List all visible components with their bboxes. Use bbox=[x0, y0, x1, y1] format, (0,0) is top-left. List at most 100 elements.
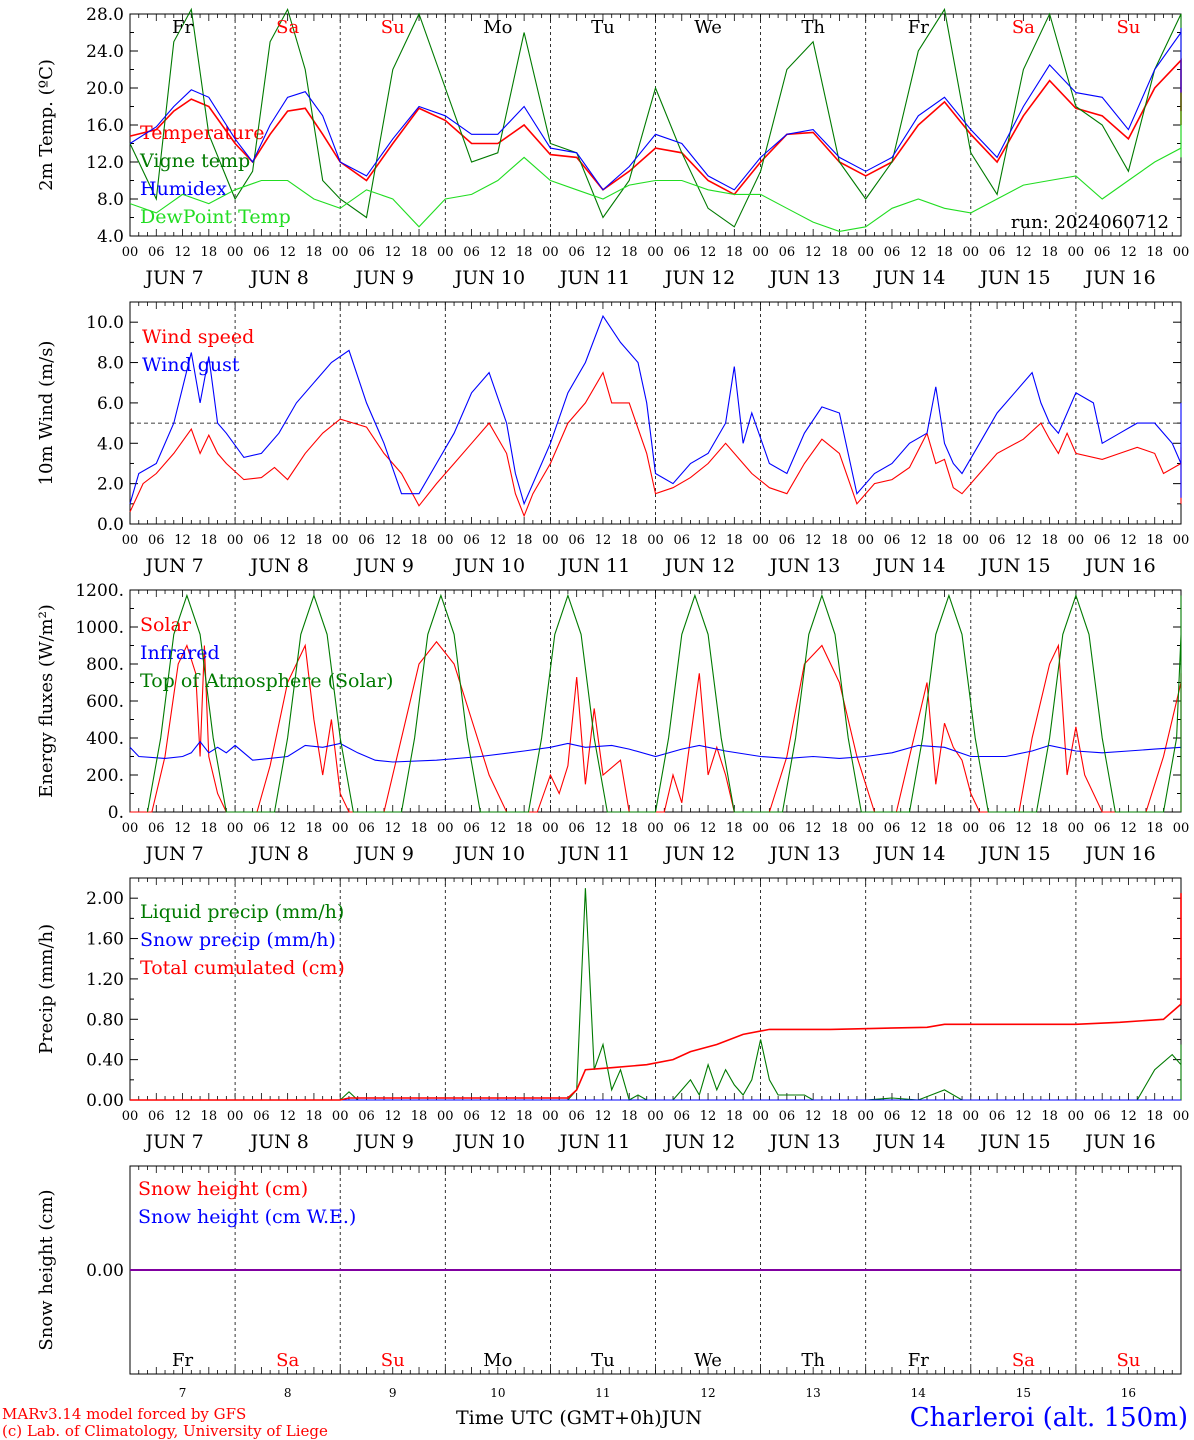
date-label: JUN 14 bbox=[873, 267, 945, 289]
date-label: JUN 10 bbox=[453, 555, 525, 577]
hour-tick-label: 00 bbox=[1068, 245, 1085, 260]
hour-tick-label: 00 bbox=[227, 821, 244, 836]
y-tick-label: 0.00 bbox=[86, 1091, 124, 1111]
panel-5: 0.00 Snow height (cm) Snow height (cm) Snow… bbox=[36, 1165, 1182, 1400]
hour-tick-label: 00 bbox=[647, 1109, 664, 1124]
x-axis-title: Time UTC (GMT+0h)JUN bbox=[456, 1407, 702, 1429]
hour-tick-label: 00 bbox=[1173, 245, 1190, 260]
hour-tick-label: 12 bbox=[1120, 533, 1137, 548]
hour-tick-label: 00 bbox=[227, 245, 244, 260]
hour-tick-label: 06 bbox=[884, 533, 901, 548]
hour-tick-label: 06 bbox=[1094, 533, 1111, 548]
panel-3: 0. 200. 400. 600. 800. 1000. 1200. Energy fluxe… bbox=[36, 581, 1189, 865]
day-number-label: 15 bbox=[1016, 1386, 1031, 1400]
hour-tick-label: 00 bbox=[227, 1109, 244, 1124]
date-label: JUN 7 bbox=[143, 555, 203, 577]
legend-entry: Total cumulated (cm) bbox=[140, 957, 345, 979]
hour-tick-label: 06 bbox=[779, 245, 796, 260]
date-label: JUN 8 bbox=[248, 843, 308, 865]
y-tick-label: 8.0 bbox=[97, 190, 124, 210]
series-line bbox=[146, 593, 1182, 813]
date-label: JUN 11 bbox=[558, 267, 630, 289]
hour-tick-label: 18 bbox=[306, 245, 323, 260]
hour-tick-label: 18 bbox=[1146, 821, 1163, 836]
hour-tick-label: 12 bbox=[490, 245, 507, 260]
legend-entry: DewPoint Temp bbox=[140, 206, 291, 228]
hour-tick-label: 18 bbox=[831, 821, 848, 836]
weekday-label: We bbox=[694, 17, 722, 38]
weekday-label: Fr bbox=[908, 1350, 929, 1371]
panel-1: 4.0 8.0 12.0 16.0 20.0 24.0 28.0 2m Temp. (ºC) T… bbox=[36, 5, 1189, 289]
hour-tick-label: 12 bbox=[174, 533, 191, 548]
hour-tick-label: 12 bbox=[1015, 821, 1032, 836]
weekday-label: Tu bbox=[591, 1350, 615, 1371]
date-label: JUN 12 bbox=[663, 555, 735, 577]
y-tick-label: 0.80 bbox=[86, 1010, 124, 1030]
legend-entry: Vigne temp bbox=[139, 150, 250, 172]
hour-tick-label: 06 bbox=[253, 1109, 270, 1124]
hour-tick-label: 00 bbox=[963, 245, 980, 260]
hour-tick-label: 00 bbox=[332, 1109, 349, 1124]
series-line bbox=[130, 640, 1182, 813]
hour-tick-label: 00 bbox=[542, 1109, 559, 1124]
hour-tick-label: 18 bbox=[516, 533, 533, 548]
legend-entry: Solar bbox=[140, 614, 192, 636]
hour-tick-label: 06 bbox=[674, 821, 691, 836]
hour-tick-label: 06 bbox=[568, 245, 585, 260]
hour-tick-label: 00 bbox=[122, 245, 139, 260]
hour-tick-label: 12 bbox=[910, 533, 927, 548]
day-number-label: 9 bbox=[389, 1386, 397, 1400]
date-label: JUN 15 bbox=[978, 267, 1050, 289]
hour-tick-label: 18 bbox=[201, 533, 218, 548]
hour-tick-label: 12 bbox=[384, 245, 401, 260]
hour-tick-label: 18 bbox=[516, 1109, 533, 1124]
y-tick-label: 0. bbox=[108, 803, 124, 823]
hour-tick-label: 06 bbox=[253, 821, 270, 836]
date-label: JUN 13 bbox=[768, 1131, 840, 1153]
hour-tick-label: 00 bbox=[542, 533, 559, 548]
hour-tick-label: 06 bbox=[253, 533, 270, 548]
hour-tick-label: 12 bbox=[700, 821, 717, 836]
y-tick-label: 0.40 bbox=[86, 1051, 124, 1071]
day-number-label: 13 bbox=[806, 1386, 821, 1400]
hour-tick-label: 12 bbox=[279, 1109, 296, 1124]
y-tick-label: 24.0 bbox=[86, 42, 124, 62]
hour-tick-label: 18 bbox=[621, 821, 638, 836]
date-label: JUN 8 bbox=[248, 267, 308, 289]
hour-tick-label: 06 bbox=[884, 1109, 901, 1124]
date-label: JUN 7 bbox=[143, 267, 203, 289]
date-label: JUN 16 bbox=[1083, 555, 1155, 577]
hour-tick-label: 18 bbox=[411, 1109, 428, 1124]
hour-tick-label: 00 bbox=[1173, 533, 1190, 548]
hour-tick-label: 00 bbox=[752, 1109, 769, 1124]
hour-tick-label: 18 bbox=[411, 533, 428, 548]
series-line bbox=[129, 314, 1182, 506]
y-tick-label: 28.0 bbox=[86, 5, 124, 25]
day-number-label: 14 bbox=[911, 1386, 927, 1400]
hour-tick-label: 06 bbox=[674, 533, 691, 548]
weekday-label: Tu bbox=[591, 17, 615, 38]
y-axis-label: Energy fluxes (W/m²) bbox=[36, 604, 57, 798]
hour-tick-label: 06 bbox=[674, 1109, 691, 1124]
series-line bbox=[129, 111, 1182, 232]
legend-entry: Wind gust bbox=[142, 354, 240, 376]
series-line bbox=[129, 739, 1182, 763]
hour-tick-label: 06 bbox=[568, 821, 585, 836]
hour-tick-label: 18 bbox=[1041, 1109, 1058, 1124]
lab-credit: (c) Lab. of Climatology, University of L… bbox=[2, 1422, 328, 1440]
meteogram-svg: 4.0 8.0 12.0 16.0 20.0 24.0 28.0 2m Temp. (ºC) T… bbox=[36, 5, 1190, 1400]
hour-tick-label: 06 bbox=[989, 245, 1006, 260]
date-label: JUN 13 bbox=[768, 267, 840, 289]
hour-tick-label: 18 bbox=[936, 245, 953, 260]
y-axis-label: Snow height (cm) bbox=[36, 1189, 57, 1350]
hour-tick-label: 00 bbox=[857, 1109, 874, 1124]
hour-tick-label: 12 bbox=[595, 1109, 612, 1124]
y-tick-label: 200. bbox=[86, 766, 124, 786]
hour-tick-label: 06 bbox=[674, 245, 691, 260]
hour-tick-label: 18 bbox=[306, 821, 323, 836]
model-credit: MARv3.14 model forced by GFS bbox=[2, 1405, 247, 1423]
date-label: JUN 14 bbox=[873, 1131, 945, 1153]
date-label: JUN 11 bbox=[558, 555, 630, 577]
hour-tick-label: 12 bbox=[910, 821, 927, 836]
hour-tick-label: 18 bbox=[726, 1109, 743, 1124]
